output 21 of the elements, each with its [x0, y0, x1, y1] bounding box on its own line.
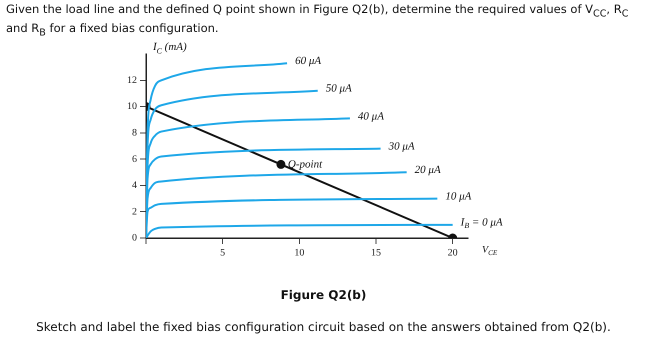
x-tick-label: 10: [294, 248, 304, 259]
series-label: 20 μA: [414, 164, 441, 176]
x-tick-label: 5: [220, 248, 226, 259]
chart-title: Given the load line and the defined Q point shown in Figure Q2(b), determine the required values of V$_{CC}$, R$_{C}$ and R$_{B}$ for a fixed bias configuration.: [6, 2, 628, 39]
series-label: 50 μA: [326, 82, 352, 95]
y-tick-label: 0: [132, 232, 137, 244]
y-tick-label: 12: [127, 74, 137, 86]
y-tick-label: 4: [132, 180, 137, 192]
text: Sketch and label the fixed bias configuration circuit based on the answers obtained from Q2(b).: [35, 320, 612, 334]
y-tick-label: 10: [127, 101, 137, 112]
series-label: 10 μA: [445, 190, 472, 202]
y-tick-label: 6: [132, 154, 137, 165]
x-tick-label: 20: [448, 248, 458, 259]
y-tick-label: 2: [132, 206, 137, 218]
x-tick-label: 15: [371, 248, 381, 259]
series-label: 40 μA: [358, 110, 384, 122]
y-tick-label: 8: [132, 127, 137, 138]
caption: Figure Q2(b): [280, 288, 368, 302]
series-label: 30 μA: [388, 140, 415, 153]
series-label: 60 μA: [295, 55, 322, 68]
series-label: Q-point: [288, 158, 324, 170]
